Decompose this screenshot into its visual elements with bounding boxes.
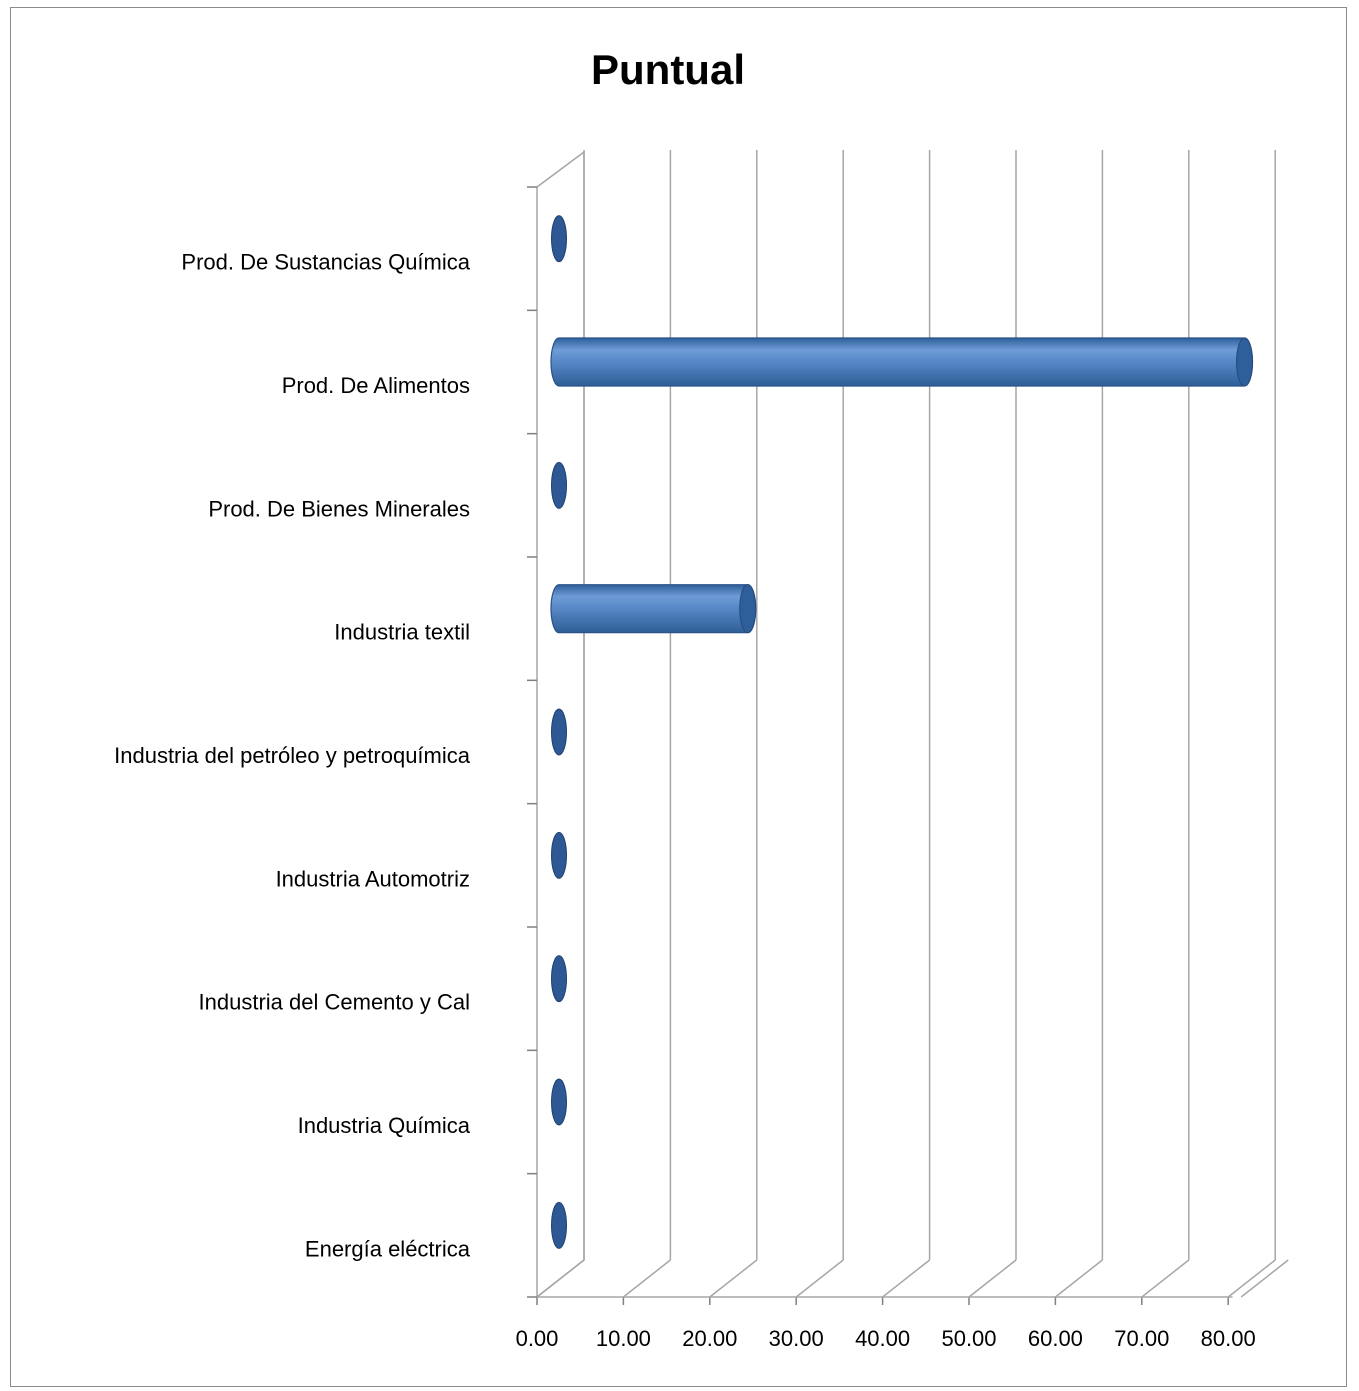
gridline-floor — [709, 1259, 758, 1298]
x-tick-label: 60.00 — [1028, 1326, 1083, 1351]
category-label: Prod. De Bienes Minerales — [208, 496, 470, 521]
bar-cap — [739, 584, 757, 634]
x-tick-label: 30.00 — [769, 1326, 824, 1351]
bar-body — [550, 337, 1254, 387]
bar — [551, 831, 567, 879]
bars — [550, 215, 1254, 1249]
bar-cap — [1236, 337, 1254, 387]
x-tick-label: 70.00 — [1114, 1326, 1169, 1351]
category-label: Industria Automotriz — [276, 866, 470, 891]
x-tick-label: 50.00 — [941, 1326, 996, 1351]
gridline-floor — [882, 1259, 931, 1298]
bar — [551, 708, 567, 756]
floor-edge — [1240, 1259, 1289, 1298]
gridline-floor — [1227, 1259, 1276, 1298]
x-tick-label: 20.00 — [682, 1326, 737, 1351]
gridline-floor — [1054, 1259, 1103, 1298]
x-tick-labels: 0.00 10.00 20.00 30.00 40.00 50.00 60.00 70.00 8… — [516, 1326, 1256, 1351]
bar — [551, 215, 567, 263]
bar-body — [550, 584, 757, 634]
category-labels: Prod. De Sustancias Química Prod. De Alim… — [114, 250, 471, 1262]
category-label: Industria Química — [298, 1113, 471, 1138]
chart-frame — [10, 7, 1347, 1387]
bar-cap — [551, 1201, 567, 1249]
category-label: Prod. De Alimentos — [282, 373, 470, 398]
bar-cap — [551, 708, 567, 756]
bar-cap — [551, 461, 567, 509]
x-tick-label: 0.00 — [516, 1326, 559, 1351]
category-label: Prod. De Sustancias Química — [181, 250, 470, 275]
x-tick-label: 40.00 — [855, 1326, 910, 1351]
x-tick-label: 10.00 — [596, 1326, 651, 1351]
category-label: Energía eléctrica — [305, 1236, 471, 1261]
category-label: Industria del Cemento y Cal — [199, 990, 470, 1015]
bar-cap — [551, 955, 567, 1003]
bar-cap — [551, 831, 567, 879]
category-label: Industria del petróleo y petroquímica — [114, 743, 471, 768]
bar — [551, 1078, 567, 1126]
bar — [551, 461, 567, 509]
bar — [551, 1201, 567, 1249]
gridline-floor — [1141, 1259, 1190, 1298]
category-label: Industria textil — [334, 620, 470, 645]
bar — [550, 337, 1254, 387]
bar — [551, 955, 567, 1003]
chart-title: Puntual — [591, 46, 745, 93]
gridline-floor — [968, 1259, 1017, 1298]
grid — [527, 150, 1289, 1305]
bar — [550, 584, 757, 634]
x-tick-label: 80.00 — [1201, 1326, 1256, 1351]
bar-cap — [551, 215, 567, 263]
gridline-floor — [795, 1259, 844, 1298]
bar-cap — [551, 1078, 567, 1126]
gridline-floor — [622, 1259, 671, 1298]
